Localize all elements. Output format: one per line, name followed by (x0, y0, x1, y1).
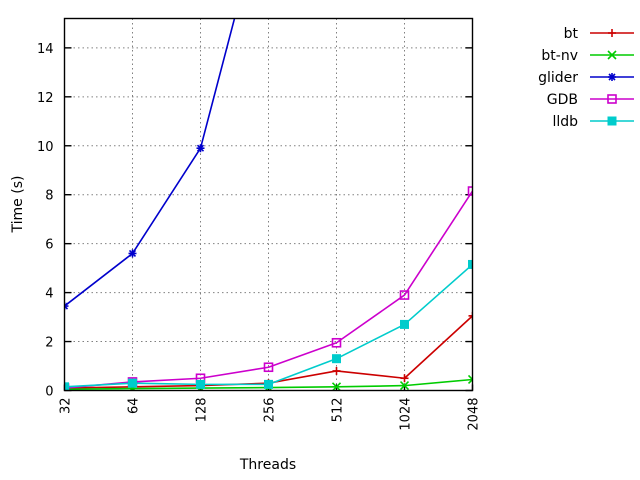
data-point-marker (608, 73, 616, 81)
legend-label-bt: bt (564, 26, 579, 42)
x-tick-label: 256 (263, 398, 278, 423)
grid-lines (64, 18, 473, 391)
data-point-marker (263, 362, 274, 373)
series-lldb (64, 259, 473, 391)
data-point-marker (607, 50, 617, 60)
y-tick-label: 8 (45, 189, 53, 204)
x-tick-label: 512 (331, 398, 346, 423)
data-point-marker (196, 144, 205, 153)
data-point-marker (331, 382, 342, 391)
series-line (64, 18, 236, 307)
y-tick-label: 10 (37, 140, 54, 155)
data-point-marker (607, 94, 617, 104)
data-point-marker (196, 379, 205, 389)
x-axis-title: Threads (239, 457, 296, 473)
data-series-group (64, 18, 473, 391)
x-tick-label: 128 (195, 398, 210, 423)
data-point-marker (399, 290, 410, 300)
x-tick-label: 1024 (399, 398, 414, 431)
series-glider (64, 18, 236, 311)
y-tick-label: 2 (45, 336, 53, 351)
data-point-marker (128, 378, 137, 388)
data-point-marker (400, 374, 409, 383)
legend-label-lldb: lldb (552, 114, 578, 130)
data-point-marker (64, 302, 69, 311)
legend-label-glider: glider (538, 70, 578, 86)
legend-label-gdb: GDB (547, 92, 578, 108)
x-tick-label: 64 (127, 398, 142, 415)
legend-label-bt-nv: bt-nv (541, 48, 578, 64)
data-point-marker (332, 366, 341, 375)
y-tick-label: 12 (37, 91, 54, 106)
data-point-marker (399, 381, 410, 391)
data-point-marker (400, 319, 409, 329)
data-point-marker (128, 249, 137, 258)
data-point-marker (332, 354, 341, 364)
data-point-marker (467, 186, 473, 196)
y-axis-tick-labels: 0 2 4 6 8 10 12 14 (37, 42, 54, 400)
data-point-marker (467, 374, 473, 385)
data-point-marker (264, 379, 273, 389)
plot-frame (63, 17, 474, 392)
data-point-marker (331, 337, 342, 348)
x-tick-label: 32 (59, 398, 74, 415)
data-point-marker (64, 382, 69, 391)
y-axis-title: Time (s) (10, 176, 26, 234)
y-axis-ticks (64, 47, 473, 392)
data-point-marker (468, 311, 473, 320)
y-tick-label: 0 (45, 385, 53, 400)
y-tick-label: 14 (37, 42, 54, 57)
x-axis-tick-labels: 32 64 128 256 512 1024 2048 (59, 398, 482, 431)
data-point-marker (468, 259, 473, 269)
legend: bt bt-nv glider GDB lldb (538, 26, 634, 130)
y-tick-label: 6 (45, 238, 53, 253)
y-tick-label: 4 (45, 287, 53, 302)
data-point-marker (607, 116, 617, 126)
x-tick-label: 2048 (467, 398, 482, 431)
data-point-marker (608, 29, 616, 37)
